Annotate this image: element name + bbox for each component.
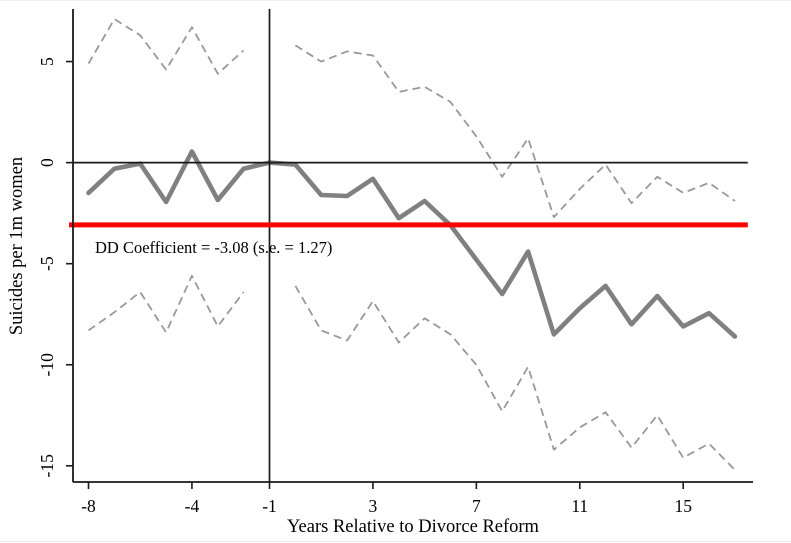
- y-tick-label: -15: [37, 454, 57, 478]
- plot-area: 5 0 -5 -10 -15 -8 -4 -1 3 7 11 15: [37, 9, 753, 516]
- y-tick-label: -10: [37, 353, 57, 377]
- x-tick-label: 3: [369, 496, 378, 516]
- x-tick-label: -1: [262, 496, 277, 516]
- dd-coefficient-annotation: DD Coefficient = -3.08 (s.e. = 1.27): [95, 238, 332, 257]
- y-axis-title: Suicides per 1m women: [7, 157, 27, 335]
- y-tick-label: 5: [37, 57, 57, 66]
- x-tick-label: -8: [81, 496, 96, 516]
- x-tick-label: -4: [185, 496, 200, 516]
- y-tick-label: -5: [37, 256, 57, 271]
- y-tick-label: 0: [37, 158, 57, 167]
- ci-lower-post-line: [294, 285, 736, 471]
- ci-upper-pre-line: [87, 18, 245, 75]
- point-estimates-line: [86, 149, 738, 339]
- x-tick-label: 15: [674, 496, 692, 516]
- x-axis-title: Years Relative to Divorce Reform: [287, 517, 540, 537]
- ci-upper-post-line: [294, 44, 736, 219]
- x-tick-label: 11: [571, 496, 588, 516]
- x-tick-label: 7: [472, 496, 481, 516]
- ci-lower-pre-line: [87, 274, 245, 334]
